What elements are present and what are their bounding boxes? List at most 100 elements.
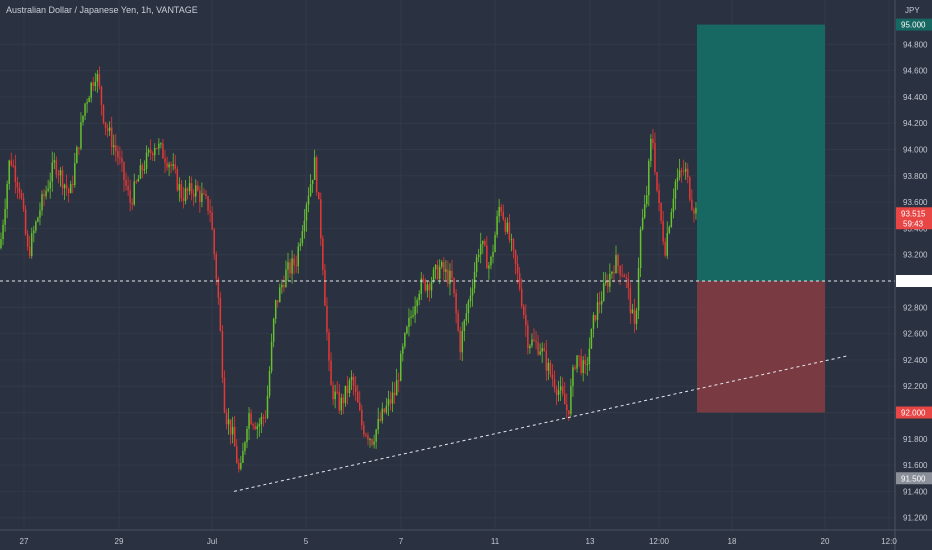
candle [270, 341, 273, 372]
candle [51, 162, 53, 182]
candle [258, 424, 261, 427]
candle [225, 412, 228, 425]
candle [520, 288, 523, 307]
candle [0, 239, 2, 249]
candle [164, 158, 166, 163]
candle [100, 86, 103, 106]
candle [57, 174, 60, 176]
candle [602, 283, 605, 301]
target-zone[interactable] [697, 24, 825, 281]
time-axis[interactable]: 27 29 Jul 5 7 11 13 12:00 18 20 12:0 [20, 537, 898, 546]
candle [492, 251, 494, 257]
candle [195, 185, 197, 197]
candle [695, 207, 697, 214]
candle [643, 204, 646, 218]
candle [231, 426, 234, 435]
candle [176, 168, 179, 191]
candle [92, 82, 94, 87]
candle [84, 103, 86, 116]
candle [473, 271, 476, 289]
candle [609, 273, 611, 287]
candle [504, 219, 507, 232]
line-price-tag-bg [896, 275, 932, 287]
candle [6, 183, 8, 209]
candle [592, 315, 595, 329]
candle [598, 302, 601, 305]
candle [566, 404, 568, 411]
candle [289, 262, 291, 274]
low-price-tag: 91.500 [901, 474, 926, 483]
candle [113, 145, 115, 148]
candle [367, 435, 369, 440]
time-tick-label: 12:00 [649, 537, 670, 546]
candle [414, 306, 416, 316]
candle [670, 212, 673, 228]
candle [461, 331, 463, 353]
candle [47, 188, 49, 191]
candle [416, 300, 418, 307]
candle [313, 157, 316, 180]
candle [182, 198, 185, 202]
candle [236, 446, 238, 464]
time-tick-label: 29 [115, 537, 124, 546]
candle [344, 385, 347, 404]
stop-zone[interactable] [697, 281, 825, 413]
candle [564, 393, 566, 405]
candle [404, 333, 406, 347]
candle [498, 206, 500, 217]
trendline[interactable] [233, 355, 848, 492]
candle [129, 190, 131, 203]
candle [43, 194, 45, 197]
candle [539, 351, 541, 355]
price-tick-label: 93.600 [903, 198, 928, 207]
candle [211, 212, 213, 230]
current-price-tag-countdown: 59:43 [903, 219, 924, 228]
candle [418, 293, 420, 301]
candle [430, 281, 433, 291]
candle [94, 81, 97, 87]
candle [561, 386, 564, 394]
candle [143, 169, 146, 171]
candle [119, 157, 121, 159]
candle [53, 160, 56, 163]
candle [12, 165, 15, 167]
candle [387, 399, 390, 406]
candle [295, 265, 297, 267]
candle [186, 188, 189, 192]
candle [158, 143, 160, 149]
candle [406, 326, 408, 334]
candle [383, 408, 386, 413]
candle [568, 410, 570, 415]
candle [641, 217, 644, 230]
candle [621, 275, 623, 277]
candle [80, 122, 82, 149]
candle [637, 267, 640, 311]
candle [691, 199, 693, 210]
current-price-tag-bg [896, 207, 932, 230]
candle [451, 270, 453, 278]
candle [268, 371, 271, 396]
candle [283, 284, 285, 287]
candle [375, 429, 377, 442]
candle [135, 181, 138, 183]
candle [393, 392, 396, 396]
candle [482, 240, 484, 244]
candle [385, 405, 388, 413]
candle [359, 402, 361, 411]
time-tick-label: 27 [20, 537, 29, 546]
price-tick-label: 94.600 [903, 67, 928, 76]
candle [459, 330, 461, 353]
time-tick-label: 20 [821, 537, 830, 546]
candle [139, 165, 142, 179]
candle [445, 269, 447, 272]
candle [551, 374, 554, 380]
candle [412, 315, 414, 317]
candle [484, 240, 486, 246]
candle [98, 74, 101, 87]
candle [611, 271, 613, 274]
time-tick-label: 18 [728, 537, 737, 546]
candle [662, 220, 664, 242]
candle [184, 188, 187, 202]
